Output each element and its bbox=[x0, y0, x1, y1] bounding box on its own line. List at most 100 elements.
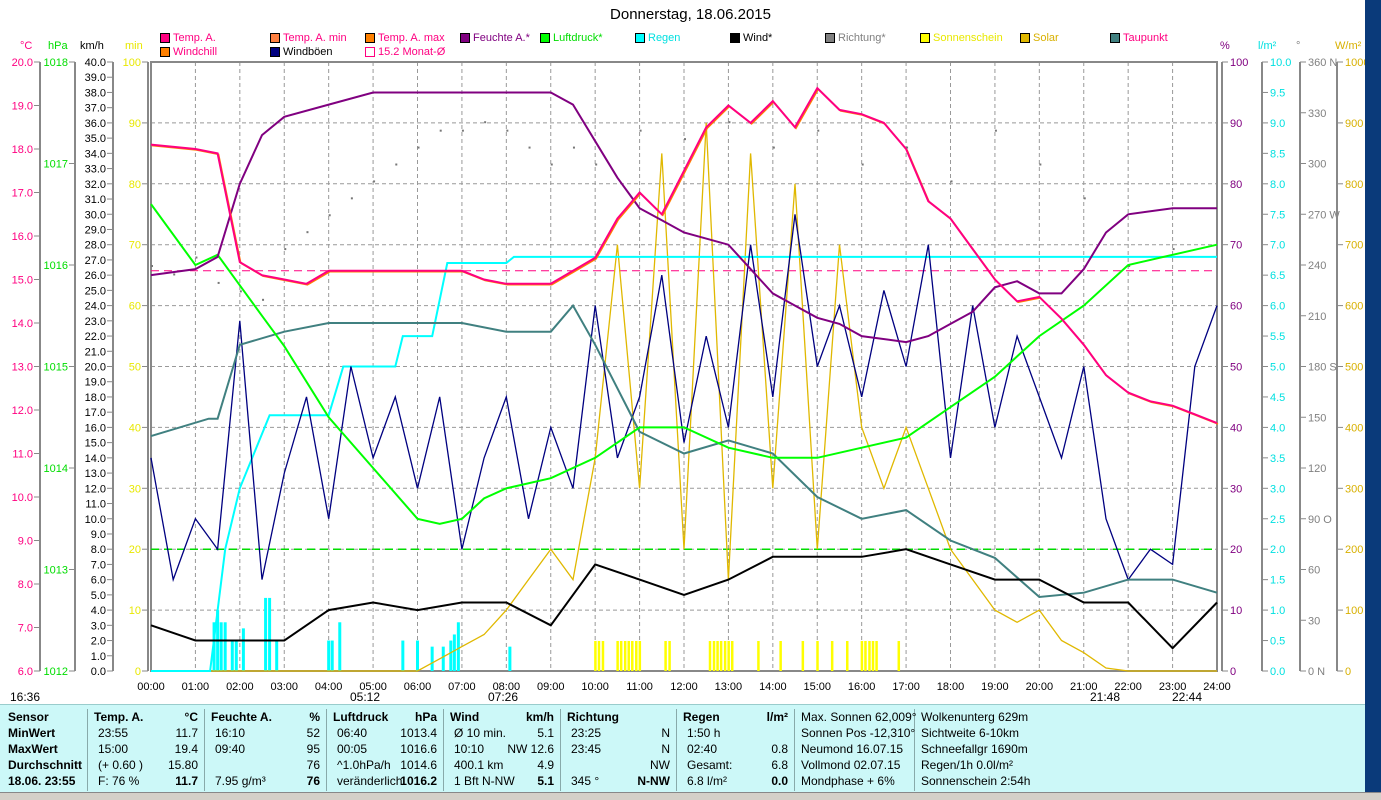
cell-value: N bbox=[661, 742, 670, 756]
axis-kmh-label: 17.0 bbox=[85, 407, 106, 419]
direction-dot bbox=[306, 231, 309, 234]
axis-kmh-label: 36.0 bbox=[85, 118, 106, 130]
axis-kmh-label: 1.0 bbox=[91, 651, 106, 663]
axis-pct-label: 0 bbox=[1230, 666, 1236, 678]
legend-item: Regen bbox=[635, 32, 680, 44]
weather-chart: 00:00 01:00 02:00 03:00 04:00 05:00 06:00 07:00… bbox=[12, 57, 1365, 693]
axis-wm2-label: 300 bbox=[1345, 483, 1363, 495]
legend-label: Sonnenschein bbox=[933, 32, 1003, 44]
legend-swatch bbox=[540, 33, 550, 43]
legend-swatch bbox=[365, 47, 375, 57]
axis-deg-label: 240 bbox=[1308, 260, 1326, 272]
col-feuchte: Feuchte A.% 16:10 52 09:40 95 76 7.95 g/m³ 76 bbox=[205, 709, 327, 791]
axis-kmh-label: 10.0 bbox=[85, 514, 106, 526]
x-tick-label: 07:00 bbox=[448, 681, 476, 693]
marker-t2: 22:44 bbox=[1172, 690, 1203, 704]
axis-deg-label: 30 bbox=[1308, 615, 1320, 627]
col-header: Regen bbox=[683, 710, 720, 724]
col-luft: Luftdruck hPa 06:40 1013.4 00:05 1016.6 ^1.0hP… bbox=[327, 709, 444, 791]
direction-dot bbox=[1128, 265, 1131, 267]
cell-value: 76 bbox=[306, 758, 320, 772]
cell-value: 5.1 bbox=[537, 774, 554, 788]
cell-value: 52 bbox=[306, 726, 320, 740]
cell-value: NW 12.6 bbox=[507, 742, 554, 756]
col-unit: °C bbox=[184, 710, 198, 724]
cell-value: N bbox=[661, 726, 670, 740]
axis-deg-label: 150 bbox=[1308, 412, 1326, 424]
direction-dot bbox=[262, 298, 265, 301]
direction-dot bbox=[373, 180, 376, 183]
cell-label: 23:25 bbox=[571, 726, 602, 740]
sunshine-bar bbox=[871, 641, 875, 671]
direction-dot bbox=[994, 129, 997, 132]
col-temp: Temp. A. °C 23:55 11.7 15:00 19.4 (+ 0.60 ) 15.… bbox=[88, 709, 205, 791]
direction-dot bbox=[173, 273, 176, 276]
axis-wm2-label: 700 bbox=[1345, 240, 1363, 252]
cell-value: 76 bbox=[306, 774, 320, 788]
x-tick-label: 14:00 bbox=[759, 681, 787, 693]
axis-kmh-label: 22.0 bbox=[85, 331, 106, 343]
sunshine-bar bbox=[801, 641, 805, 671]
cell-label: (+ 0.60 ) bbox=[98, 758, 144, 772]
x-tick-label: 17:00 bbox=[892, 681, 920, 693]
direction-dot bbox=[395, 163, 398, 166]
axis-lm2-label: 9.0 bbox=[1270, 118, 1285, 130]
axis-kmh-label: 16.0 bbox=[85, 422, 106, 434]
axis-wm2-label: 900 bbox=[1345, 118, 1363, 130]
sunshine-bar bbox=[727, 641, 730, 671]
axis-pct-label: 60 bbox=[1230, 301, 1242, 313]
cell-value: 95 bbox=[306, 742, 320, 756]
status-bar bbox=[0, 792, 1381, 800]
axis-kmh-label: 34.0 bbox=[85, 148, 106, 160]
axis-wm2-label: 400 bbox=[1345, 422, 1363, 434]
legend-label: Taupunkt bbox=[1123, 32, 1168, 44]
sunshine-bar bbox=[860, 641, 864, 671]
axis-hpa-label: 1013 bbox=[44, 565, 68, 577]
direction-dot bbox=[772, 146, 775, 149]
cell-value: 1016.6 bbox=[400, 742, 437, 756]
cell-label: ^1.0hPa/h bbox=[337, 758, 391, 772]
axis-kmh-label: 25.0 bbox=[85, 285, 106, 297]
direction-dot bbox=[284, 248, 287, 251]
col-richtung: Richtung 23:25 N 23:45 N NW 345 ° N-NW bbox=[561, 709, 677, 791]
x-tick-label: 05:00 bbox=[359, 681, 387, 693]
cell-value: NW bbox=[650, 758, 670, 772]
row-label: 18.06. 23:55 bbox=[8, 774, 76, 788]
cell-label: F: 76 % bbox=[98, 774, 140, 788]
cell-label: 16:10 bbox=[215, 726, 246, 740]
axis-lm2-label: 4.5 bbox=[1270, 392, 1285, 404]
legend-item: Sonnenschein bbox=[920, 32, 1003, 44]
axis-c-label: 17.0 bbox=[12, 188, 33, 200]
plot-frame bbox=[150, 61, 1218, 672]
sunshine-bar bbox=[875, 641, 878, 671]
sunshine-bar bbox=[635, 641, 638, 671]
axis-kmh-label: 2.0 bbox=[91, 636, 106, 648]
misc-item: Regen/1h 0.0l/m² bbox=[921, 758, 1014, 772]
x-tick-label: 15:00 bbox=[803, 681, 831, 693]
marker-sunset: 21:48 bbox=[1090, 690, 1121, 704]
axis-kmh-label: 23.0 bbox=[85, 316, 106, 328]
direction-dot bbox=[239, 290, 242, 293]
row-label: MaxWert bbox=[8, 742, 58, 756]
axis-kmh-label: 4.0 bbox=[91, 605, 106, 617]
unit-c: °C bbox=[20, 40, 33, 52]
axis-lm2-label: 8.0 bbox=[1270, 179, 1285, 191]
cell-label: 23:45 bbox=[571, 742, 602, 756]
sunshine-bar bbox=[830, 641, 834, 671]
axis-lm2-label: 5.0 bbox=[1270, 362, 1285, 374]
unit-deg: ° bbox=[1296, 40, 1301, 52]
axis-c-label: 20.0 bbox=[12, 57, 33, 69]
axis-kmh-label: 14.0 bbox=[85, 453, 106, 465]
series-regen bbox=[151, 255, 1217, 672]
x-tick-label: 02:00 bbox=[226, 681, 254, 693]
sunshine-bar bbox=[668, 641, 671, 671]
sunshine-bar bbox=[757, 641, 760, 671]
sunshine-bar bbox=[712, 641, 716, 671]
cell-label: veränderlich bbox=[337, 774, 403, 788]
axis-kmh-label: 7.0 bbox=[91, 559, 106, 571]
legend-label: Wind* bbox=[743, 32, 773, 44]
astro-item: Neumond 16.07.15 bbox=[801, 742, 904, 756]
series-luftdruck bbox=[150, 203, 1218, 525]
direction-dot bbox=[328, 214, 331, 217]
legend-label: Luftdruck* bbox=[553, 32, 603, 44]
